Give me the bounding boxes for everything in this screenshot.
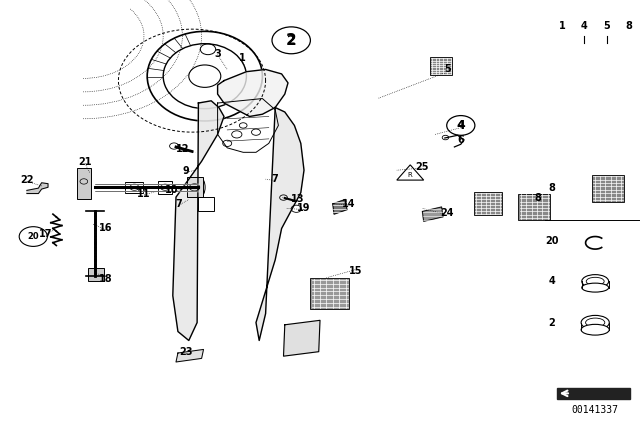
Text: 7: 7	[176, 199, 182, 209]
Text: 7: 7	[272, 174, 278, 184]
Bar	[88, 268, 104, 281]
Polygon shape	[333, 199, 347, 214]
Text: 10: 10	[164, 185, 179, 195]
Polygon shape	[218, 69, 288, 116]
Text: 3: 3	[214, 49, 221, 59]
Text: 13: 13	[291, 194, 305, 204]
Text: 20: 20	[28, 232, 39, 241]
Text: 22: 22	[20, 175, 34, 185]
Polygon shape	[422, 207, 443, 221]
Text: 5: 5	[445, 65, 451, 74]
Polygon shape	[27, 183, 48, 194]
Ellipse shape	[581, 315, 609, 330]
Text: 8: 8	[534, 193, 541, 203]
Text: 4: 4	[456, 119, 465, 132]
Polygon shape	[173, 101, 224, 340]
Text: 17: 17	[39, 229, 53, 239]
Bar	[187, 177, 203, 197]
Text: 00141337: 00141337	[572, 405, 619, 415]
Bar	[158, 181, 172, 194]
Ellipse shape	[582, 275, 609, 288]
Bar	[77, 168, 91, 199]
Text: 11: 11	[137, 189, 151, 198]
Polygon shape	[256, 108, 304, 340]
Ellipse shape	[582, 283, 609, 292]
Text: 1: 1	[239, 53, 245, 63]
Text: 2: 2	[287, 34, 296, 47]
Text: 16: 16	[99, 224, 113, 233]
Text: 2: 2	[286, 33, 296, 48]
Text: 24: 24	[440, 208, 454, 218]
Text: 8: 8	[625, 22, 632, 31]
Text: 23: 23	[179, 347, 193, 357]
Bar	[474, 192, 502, 215]
Bar	[430, 57, 452, 75]
Text: 19: 19	[297, 203, 311, 213]
Text: 6: 6	[458, 135, 464, 145]
Text: 4: 4	[580, 22, 587, 31]
Text: 12: 12	[175, 144, 189, 154]
Bar	[198, 197, 214, 211]
Bar	[592, 175, 624, 202]
Ellipse shape	[581, 324, 609, 335]
Text: 25: 25	[415, 162, 429, 172]
Text: 4: 4	[548, 276, 555, 286]
Polygon shape	[176, 349, 204, 362]
Text: 2: 2	[548, 319, 555, 328]
Bar	[125, 182, 143, 193]
Text: 20: 20	[545, 236, 559, 246]
Text: 15: 15	[348, 266, 362, 276]
Text: 1: 1	[559, 22, 565, 31]
Ellipse shape	[196, 178, 205, 197]
Text: 9: 9	[182, 166, 189, 176]
Text: R: R	[408, 172, 413, 178]
Polygon shape	[557, 388, 630, 399]
Text: 14: 14	[342, 199, 356, 209]
Text: 4: 4	[458, 121, 464, 130]
Text: 5: 5	[604, 22, 610, 31]
Text: 18: 18	[99, 274, 113, 284]
Bar	[310, 278, 349, 309]
Text: 8: 8	[548, 183, 555, 193]
Text: 21: 21	[78, 157, 92, 167]
Bar	[518, 194, 550, 220]
Polygon shape	[284, 320, 320, 356]
